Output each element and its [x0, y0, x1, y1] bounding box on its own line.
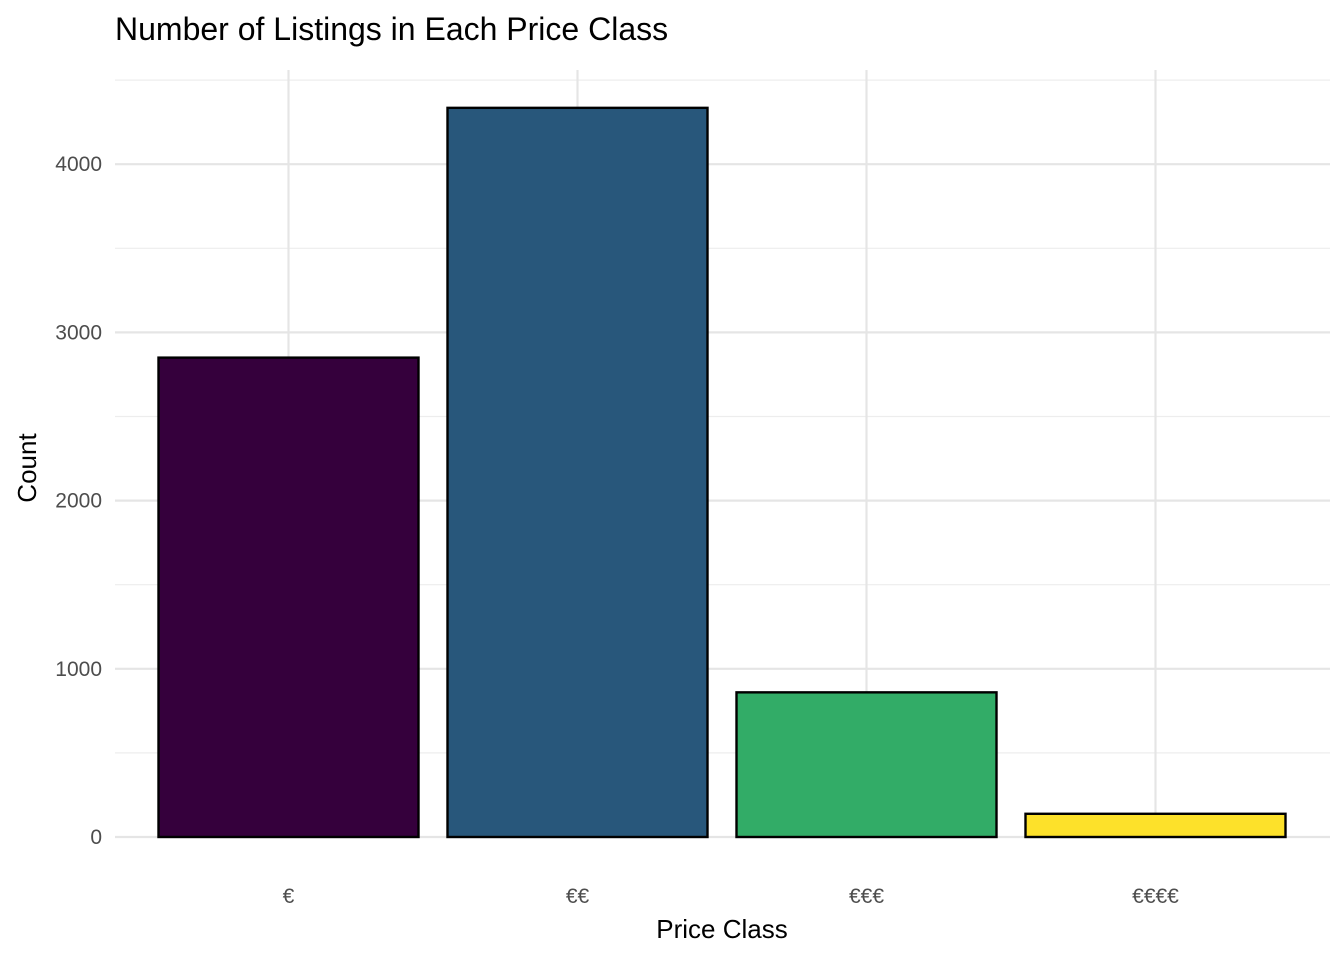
bar-3 — [735, 691, 998, 839]
y-tick-label: 1000 — [55, 658, 102, 681]
x-tick-label: € — [283, 885, 295, 908]
x-axis-title: Price Class — [656, 914, 787, 944]
x-tick-label: €€ — [566, 885, 590, 908]
bar-4 — [1024, 812, 1287, 839]
x-tick-label: €€€ — [849, 885, 884, 908]
y-tick-label: 4000 — [55, 153, 102, 176]
y-tick-label: 0 — [90, 826, 102, 849]
x-axis-ticks: € €€ €€€ €€€€ — [283, 885, 1180, 908]
bar-1 — [157, 356, 420, 839]
chart-title: Number of Listings in Each Price Class — [115, 11, 668, 47]
x-tick-label: €€€€ — [1132, 885, 1179, 908]
bars — [157, 106, 1287, 839]
y-axis-title: Count — [12, 433, 42, 503]
y-axis-ticks: 0 1000 2000 3000 4000 — [55, 153, 102, 849]
bar-2 — [446, 106, 709, 839]
y-tick-label: 2000 — [55, 490, 102, 513]
y-tick-label: 3000 — [55, 321, 102, 344]
